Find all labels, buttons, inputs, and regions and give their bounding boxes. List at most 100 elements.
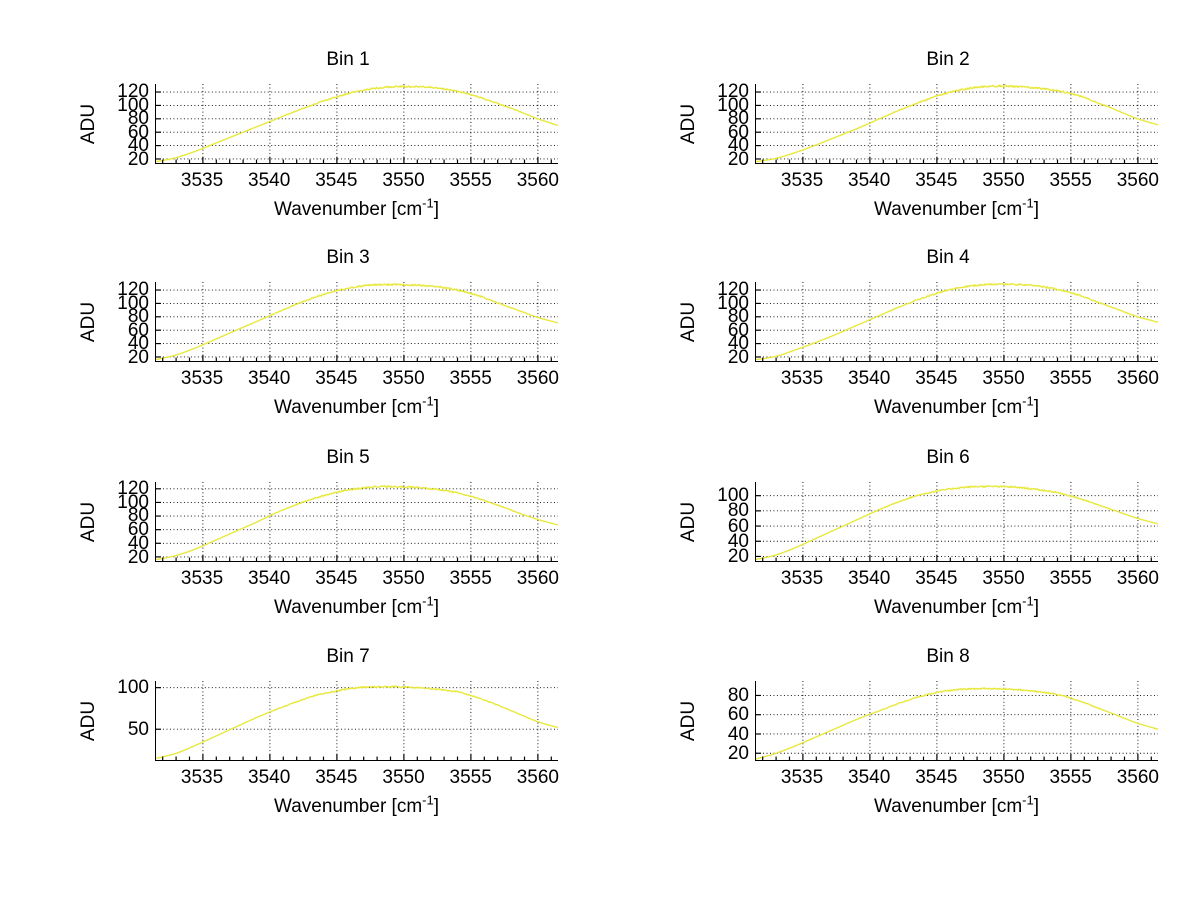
x-tick-label: 3545 (315, 568, 358, 589)
x-tick-label: 3550 (982, 170, 1025, 191)
y-tick-label: 60 (127, 319, 149, 341)
x-axis-label-text: Wavenumber [cm (873, 199, 1023, 220)
x-axis-label-exponent: -1 (1022, 195, 1034, 211)
y-tick-label: 80 (727, 500, 749, 522)
x-tick-label: 3535 (180, 368, 224, 389)
subplot-bin-6: Bin 6 ADU 20 40 60 80 100 3535 3540 3545 3550 3555 3… (648, 446, 1200, 642)
y-tick-label: 20 (127, 148, 149, 170)
y-tick-label: 40 (127, 533, 149, 555)
y-axis-label: ADU (78, 301, 99, 343)
subplot-title: Bin 3 (326, 247, 370, 268)
plot-area (155, 84, 559, 164)
y-axis-label: ADU (678, 301, 699, 343)
x-tick-label: 3540 (248, 767, 291, 788)
x-tick-label: 3550 (982, 368, 1025, 389)
x-axis-label-bracket: ] (433, 199, 439, 220)
y-tick-label: 50 (127, 718, 149, 740)
y-tick-labels: 20 40 60 80 100 (703, 482, 749, 567)
y-tick-label: 100 (117, 491, 149, 513)
subplot-title: Bin 8 (926, 646, 970, 667)
y-tick-label: 120 (717, 81, 749, 103)
x-axis-label-text: Wavenumber [cm (873, 397, 1023, 418)
x-tick-labels: 3535 3540 3545 3550 3555 3560 (755, 766, 1159, 790)
x-tick-label: 3560 (1116, 568, 1159, 589)
y-axis-label: ADU (78, 103, 99, 145)
y-tick-label: 100 (117, 94, 149, 116)
x-tick-label: 3535 (780, 568, 824, 589)
x-tick-label: 3560 (516, 368, 559, 389)
x-tick-label: 3535 (780, 767, 824, 788)
y-tick-labels: 50 100 (103, 676, 149, 761)
x-axis-label: Wavenumber [cm-1] (697, 595, 1200, 620)
x-tick-label: 3560 (516, 170, 559, 191)
subplot-title: Bin 4 (926, 247, 970, 268)
x-tick-label: 3535 (780, 170, 824, 191)
x-axis-label-bracket: ] (1033, 796, 1039, 817)
x-tick-labels: 3535 3540 3545 3550 3555 3560 (755, 367, 1159, 391)
subplot-title: Bin 2 (926, 49, 970, 70)
x-axis-label-text: Wavenumber [cm (273, 199, 423, 220)
y-tick-label: 40 (727, 531, 749, 552)
x-tick-label: 3560 (1116, 170, 1159, 191)
subplot-title: Bin 7 (326, 646, 370, 667)
y-tick-label: 60 (127, 519, 149, 541)
y-tick-label: 20 (727, 148, 749, 170)
y-tick-labels: 20 40 60 80 100 120 (103, 81, 149, 169)
plot-area (155, 482, 559, 562)
x-axis-label-text: Wavenumber [cm (873, 796, 1023, 817)
x-tick-label: 3555 (1049, 368, 1092, 389)
y-tick-labels: 20 40 60 80 100 120 (103, 479, 149, 567)
x-tick-label: 3545 (915, 368, 958, 389)
y-tick-label: 40 (727, 723, 749, 745)
x-tick-labels: 3535 3540 3545 3550 3555 3560 (155, 367, 559, 391)
x-axis-label: Wavenumber [cm-1] (697, 195, 1200, 222)
x-axis-label: Wavenumber [cm-1] (697, 792, 1200, 819)
x-tick-labels: 3535 3540 3545 3550 3555 3560 (155, 567, 559, 591)
x-tick-label: 3555 (1049, 767, 1092, 788)
x-tick-label: 3535 (780, 368, 824, 389)
x-tick-label: 3540 (248, 368, 291, 389)
y-tick-label: 100 (117, 676, 149, 698)
y-tick-label: 120 (117, 81, 149, 103)
x-tick-label: 3555 (1049, 568, 1092, 589)
x-tick-label: 3545 (315, 767, 358, 788)
x-tick-labels: 3535 3540 3545 3550 3555 3560 (755, 169, 1159, 193)
x-tick-label: 3560 (516, 767, 559, 788)
y-tick-label: 60 (727, 704, 749, 726)
x-tick-label: 3555 (449, 767, 492, 788)
subplot-bin-5: Bin 5 ADU 20 40 60 80 100 120 3535 3540 3545 3550 35… (48, 446, 648, 642)
x-tick-labels: 3535 3540 3545 3550 3555 3560 (755, 567, 1159, 591)
y-tick-labels: 20 40 60 80 (703, 681, 749, 764)
x-tick-label: 3540 (248, 568, 291, 589)
x-axis-label-text: Wavenumber [cm (273, 597, 423, 618)
subplot-bin-8: Bin 8 ADU 20 40 60 80 3535 3540 3545 3550 3555 3560… (648, 645, 1200, 841)
x-axis-label-bracket: ] (1033, 597, 1039, 618)
x-tick-label: 3540 (848, 568, 891, 589)
x-tick-label: 3555 (449, 368, 492, 389)
y-tick-label: 20 (127, 546, 149, 568)
y-tick-label: 80 (727, 108, 749, 130)
x-axis-label-exponent: -1 (422, 195, 434, 211)
x-tick-label: 3550 (382, 767, 425, 788)
x-tick-label: 3550 (982, 767, 1025, 788)
x-axis-label-bracket: ] (1033, 199, 1039, 220)
x-tick-label: 3550 (382, 170, 425, 191)
x-tick-label: 3555 (449, 170, 492, 191)
y-axis-label: ADU (78, 700, 99, 742)
x-tick-label: 3540 (848, 767, 891, 788)
y-tick-label: 80 (727, 684, 749, 706)
x-tick-label: 3560 (516, 568, 559, 589)
subplot-bin-1: Bin 1 ADU 20 40 60 80 100 120 3535 3540 3545 3550 35… (48, 48, 648, 244)
y-tick-label: 80 (127, 108, 149, 130)
subplot-bin-4: Bin 4 ADU 20 40 60 80 100 120 3535 3540 3545 3550 35… (648, 246, 1200, 442)
x-tick-label: 3545 (915, 170, 958, 191)
plot-area (755, 681, 1159, 761)
x-axis-label-bracket: ] (1033, 397, 1039, 418)
y-tick-label: 100 (717, 484, 749, 506)
x-tick-label: 3545 (915, 767, 958, 788)
subplot-title: Bin 6 (926, 447, 970, 468)
subplot-bin-2: Bin 2 ADU 20 40 60 80 100 120 3535 3540 3545 3550 35… (648, 48, 1200, 244)
x-axis-label-exponent: -1 (1022, 792, 1034, 808)
x-axis-label: Wavenumber [cm-1] (97, 395, 616, 420)
